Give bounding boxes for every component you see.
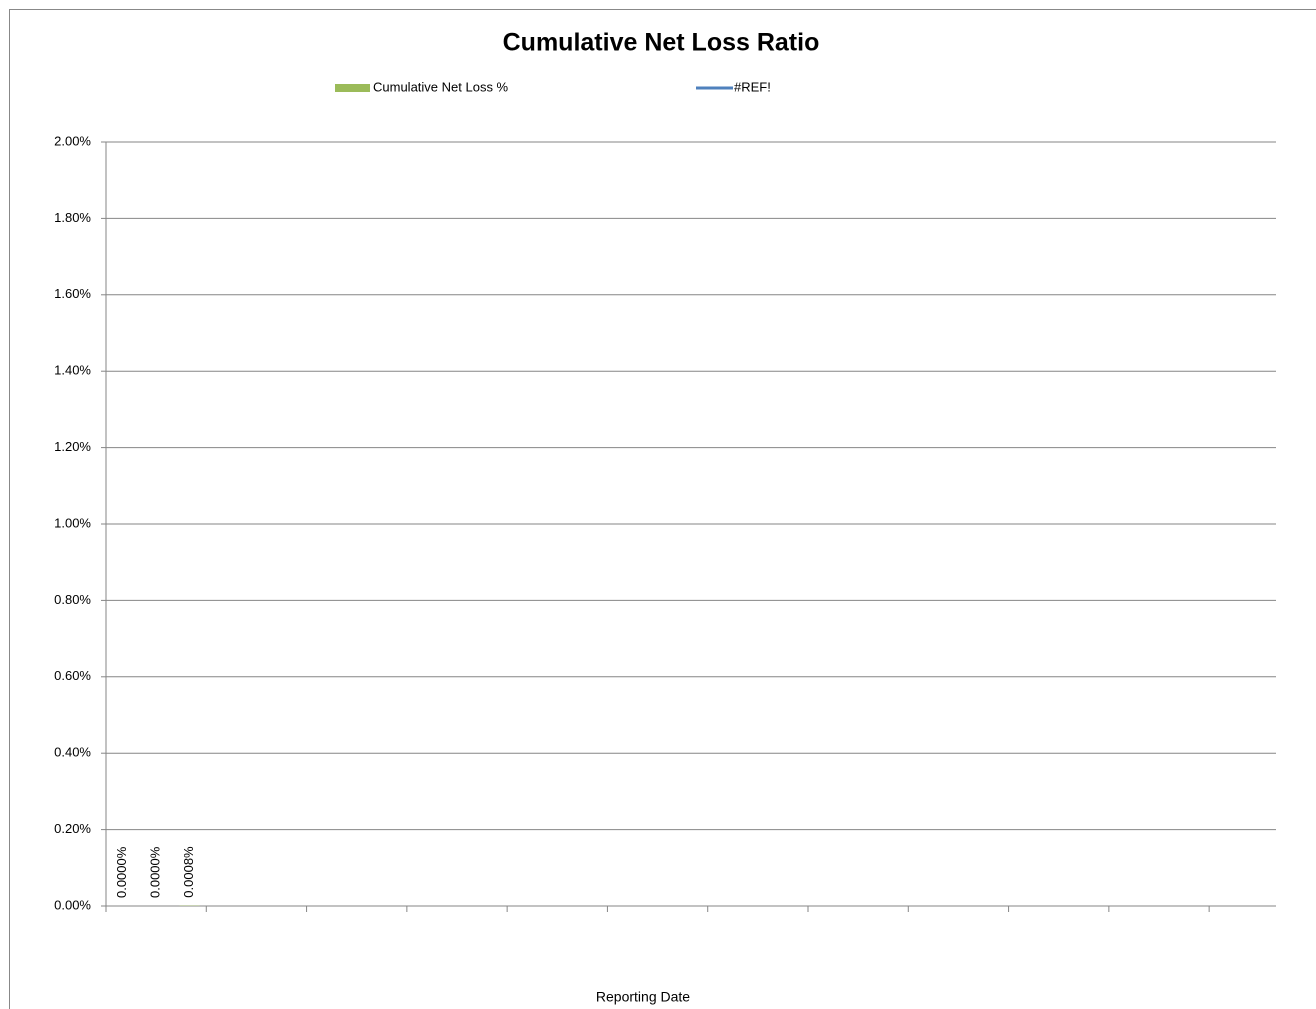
y-tick-label: 1.40% [54, 363, 91, 378]
data-label: 0.0000% [148, 846, 163, 898]
y-tick-label: 0.20% [54, 821, 91, 836]
data-label: 0.0008% [181, 846, 196, 898]
y-tick-label: 1.80% [54, 210, 91, 225]
y-tick-label: 0.80% [54, 592, 91, 607]
x-axis-title: Reporting Date [596, 989, 690, 1005]
y-tick-label: 2.00% [54, 133, 91, 148]
y-tick-label: 0.60% [54, 668, 91, 683]
legend-label: #REF! [734, 79, 771, 94]
legend-label: Cumulative Net Loss % [373, 79, 509, 94]
y-tick-label: 1.20% [54, 439, 91, 454]
y-tick-label: 1.60% [54, 286, 91, 301]
y-tick-label: 0.00% [54, 897, 91, 912]
data-label: 0.0000% [114, 846, 129, 898]
y-tick-label: 1.00% [54, 515, 91, 530]
legend-swatch [335, 84, 370, 92]
chart-title: Cumulative Net Loss Ratio [503, 29, 820, 57]
y-tick-label: 0.40% [54, 745, 91, 760]
chart-border [9, 9, 1316, 1009]
